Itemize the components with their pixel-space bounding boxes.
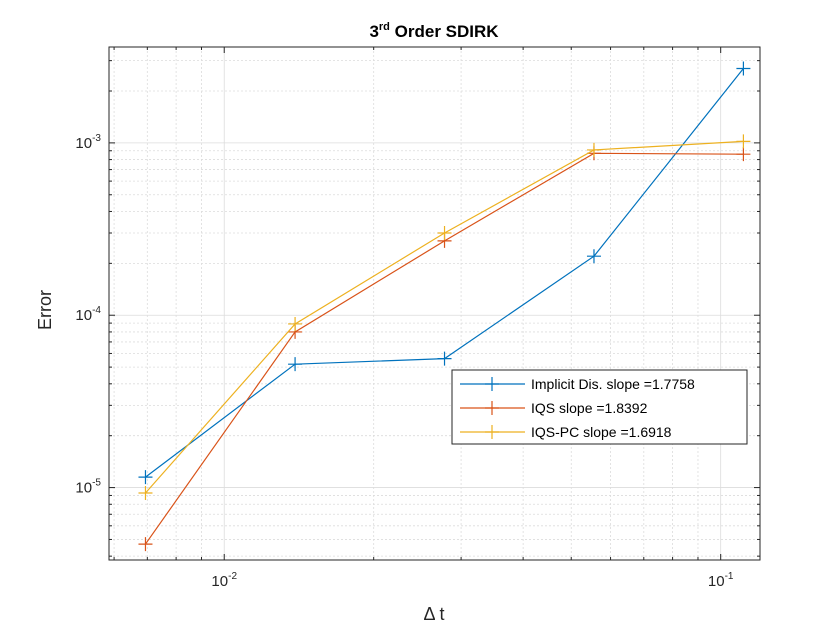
data-point-marker [736, 61, 751, 76]
data-point-marker [736, 147, 751, 162]
series-line [144, 152, 744, 545]
chart-title: 3rd Order SDIRK [369, 21, 499, 41]
legend: Implicit Dis. slope =1.7758 IQS slope =1.… [451, 369, 748, 445]
data-point-marker [437, 351, 452, 366]
legend-item-3: IQS-PC slope =1.6918 [460, 424, 672, 440]
data-point-marker [736, 134, 751, 149]
data-point-marker [138, 470, 153, 485]
legend-item-1: Implicit Dis. slope =1.7758 [460, 376, 695, 392]
legend-label: IQS-PC slope =1.6918 [531, 424, 672, 440]
grid [109, 47, 760, 560]
x-tick-label: 10-2 [211, 571, 237, 590]
legend-item-2: IQS slope =1.8392 [460, 400, 648, 416]
y-axis-label: Error [35, 290, 55, 330]
legend-marker [485, 401, 499, 415]
data-point-marker [138, 537, 153, 552]
series-2 [138, 146, 751, 552]
legend-marker [485, 425, 499, 439]
x-tick-label: 10-1 [708, 571, 734, 590]
legend-marker [485, 377, 499, 391]
y-tick-label: 10-5 [75, 478, 101, 497]
data-point-marker [288, 316, 303, 331]
data-point-marker [586, 249, 601, 264]
y-tick-label: 10-3 [75, 133, 101, 152]
y-tick-label: 10-4 [75, 305, 101, 324]
legend-label: Implicit Dis. slope =1.7758 [531, 376, 695, 392]
data-point-marker [437, 225, 452, 240]
data-point-marker [288, 357, 303, 372]
data-point-marker [138, 486, 153, 501]
axis-ticks: 10-2 10-1 10-5 10-4 10-3 [75, 47, 760, 590]
series-3 [138, 134, 751, 501]
legend-label: IQS slope =1.8392 [531, 400, 648, 416]
x-axis-label: Δ t [423, 604, 444, 624]
series-layer [138, 61, 751, 552]
data-point-marker [586, 142, 601, 157]
plot-area-border [108, 46, 761, 561]
